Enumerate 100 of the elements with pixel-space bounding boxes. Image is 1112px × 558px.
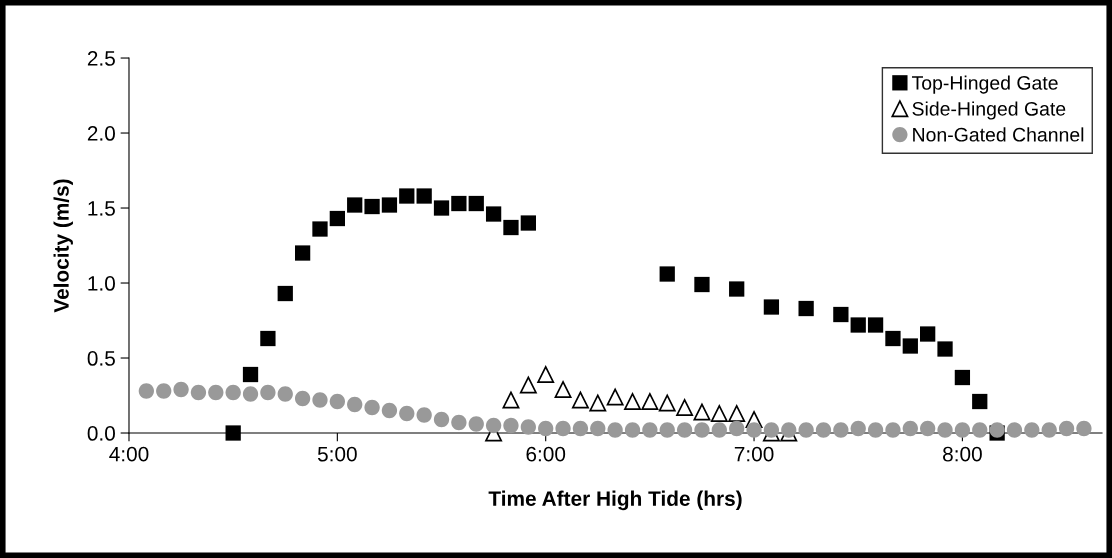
point [710,405,728,422]
point [312,221,328,237]
point [519,376,537,394]
point [972,422,988,438]
point [624,422,641,438]
point [571,391,589,409]
point [885,330,901,347]
point [520,419,536,435]
point [728,405,746,422]
point [433,411,450,428]
y-tick-label: 1.0 [88,276,115,291]
point [763,422,780,438]
point [329,210,345,227]
point [1024,422,1040,438]
legend-label: Top-Hinged Gate [911,75,1058,94]
point [572,420,589,437]
point [798,422,814,438]
point [867,317,884,333]
point [694,276,710,293]
point [954,369,971,386]
y-axis-title: Velocity (m/s) [53,179,73,313]
point [138,383,154,399]
point [399,188,415,204]
point [902,420,918,437]
point [642,422,658,438]
point [850,420,866,437]
point [867,422,884,438]
point [451,414,467,431]
point [676,399,694,416]
point [1006,422,1023,438]
point [589,394,607,412]
point [225,384,241,401]
point [606,388,624,406]
point [190,384,207,401]
point [693,403,711,421]
point [798,300,814,317]
point [902,338,918,354]
x-axis-title: Time After High Tide (hrs) [488,490,742,511]
point [972,393,988,410]
point [485,206,502,222]
point [294,245,311,261]
point [555,420,571,437]
point [537,366,555,383]
point [781,422,797,438]
point [416,188,432,204]
point [173,381,189,398]
point [468,416,484,432]
y-tick-label: 0.5 [87,351,115,366]
point [694,422,710,438]
point [364,399,380,416]
point [294,390,311,407]
point [954,422,971,438]
point [937,422,953,438]
point [729,420,745,437]
point [659,422,675,438]
point [451,195,467,212]
point [920,420,936,437]
point [208,384,224,401]
y-tick-label: 2.0 [87,126,115,141]
point [833,306,849,323]
point [590,420,606,437]
point [381,402,398,419]
point [347,197,363,213]
point [347,396,363,413]
point [329,393,345,410]
point [833,422,849,438]
point [763,299,780,315]
legend-label: Non-Gated Channel [913,127,1084,142]
point [399,405,415,422]
point [1076,420,1092,437]
point [937,341,953,357]
point [554,381,572,398]
point [277,386,293,402]
point [850,317,866,333]
point [538,420,554,437]
y-tick-label: 2.5 [87,51,115,66]
point [729,281,745,297]
point [711,422,727,438]
x-tick-label: 5:00 [317,446,357,462]
point [416,407,432,423]
point [503,417,519,434]
point [485,417,502,434]
point [885,422,901,438]
point [260,330,276,347]
point [156,383,172,399]
point [815,422,832,438]
point [381,197,398,213]
point [433,200,450,216]
point [364,198,380,215]
y-tick-label: 1.5 [88,201,115,216]
point [607,422,623,438]
point [920,326,936,342]
point [242,366,259,383]
point [1041,422,1057,438]
point [624,393,641,410]
point [277,285,293,302]
point [658,394,676,412]
x-tick-label: 7:00 [734,446,774,462]
point [468,195,484,212]
point [312,392,328,408]
